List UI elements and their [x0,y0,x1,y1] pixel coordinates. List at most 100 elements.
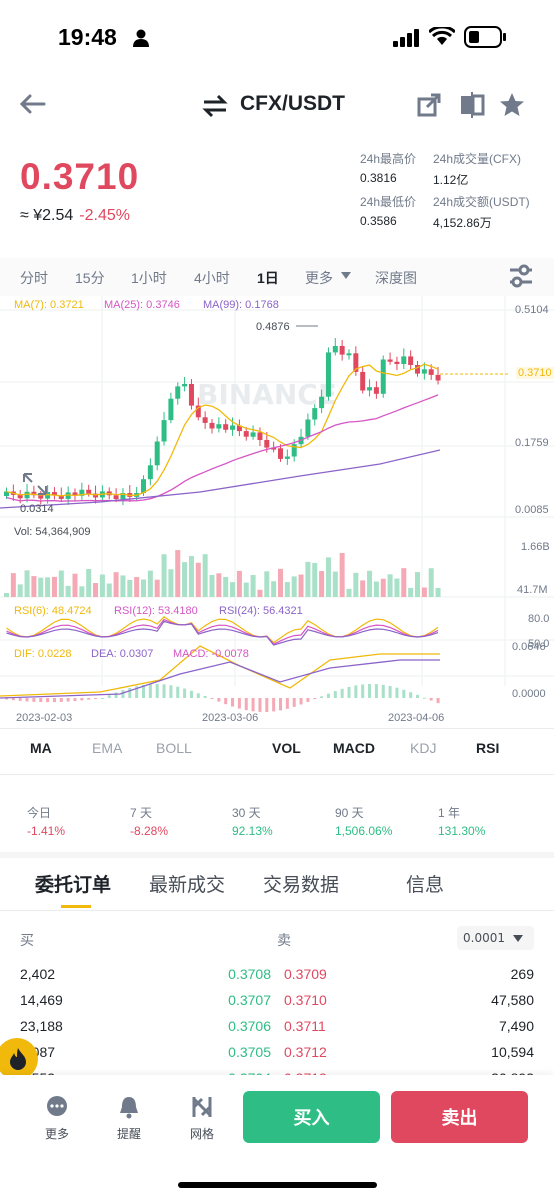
volume-bar [106,583,112,597]
tab-recent-trades[interactable]: 最新成交 [149,875,226,896]
dea-label: DEA: 0.0307 [91,648,154,660]
tab-timeframe-line[interactable]: 分时 [20,270,48,286]
stat-volume-value: 1.12亿 [433,173,469,187]
expand-icon[interactable] [23,473,47,495]
status-time: 19:48 [58,24,117,50]
candle [223,424,229,430]
low-marker-label: 0.0314 [20,503,54,515]
tab-indicator-vol[interactable]: VOL [272,740,301,756]
candle [360,371,366,391]
candle [79,489,85,496]
macd-histogram-bar [402,689,406,698]
alert-label: 提醒 [116,1127,141,1141]
fire-float-button[interactable] [0,1038,38,1080]
bid-quantity[interactable]: 2,402 [20,966,56,982]
ask-price[interactable]: 0.3711 [284,1018,326,1034]
ask-price[interactable]: 0.3712 [284,1044,327,1060]
candle [435,374,441,381]
tab-order-book[interactable]: 委托订单 [35,875,112,896]
nav-bar: CFX/USDT [0,80,554,132]
candle [182,384,188,387]
buy-button[interactable]: 买入 [243,1091,380,1143]
volume-bar [93,583,99,597]
chart-settings-icon[interactable] [508,264,534,288]
macd-histogram-bar [52,698,56,703]
active-tab-indicator [61,905,91,908]
ask-quantity[interactable]: 7,490 [498,1018,534,1034]
macd-histogram-bar [32,698,36,702]
macd-histogram-bar [176,686,180,698]
swap-icon[interactable] [202,94,228,118]
more-button[interactable]: 更多 [27,1095,87,1155]
candle [230,425,236,430]
macd-histogram-bar [162,684,166,698]
bid-quantity[interactable]: 14,469 [20,992,63,1008]
ask-quantity[interactable]: 269 [510,966,534,982]
share-icon[interactable] [417,93,441,117]
star-icon[interactable] [498,91,526,119]
bid-price[interactable]: 0.3708 [228,966,271,982]
volume-bar [435,587,441,597]
back-arrow-icon[interactable] [18,93,46,115]
volume-bar [415,572,420,597]
tab-timeframe-15m[interactable]: 15分 [75,270,105,286]
tab-timeframe-1d[interactable]: 1日 [257,270,279,286]
macd-histogram-bar [224,698,228,705]
tab-indicator-macd[interactable]: MACD [333,740,375,756]
bid-price[interactable]: 0.3707 [228,992,271,1008]
macd-histogram-bar [361,684,365,698]
macd-histogram-bar [244,698,248,711]
candle [45,492,51,499]
tab-trading-data[interactable]: 交易数据 [263,875,340,896]
chart-watermark: BINANCE [197,378,337,411]
performance-period-label: 90 天 [335,806,364,820]
candle [428,369,434,375]
macd-histogram-bar [265,698,269,712]
bid-quantity[interactable]: 23,188 [20,1018,63,1034]
ask-quantity[interactable]: 10,594 [491,1044,534,1060]
volume-bar [195,562,201,597]
dif-label: DIF: 0.0228 [14,648,72,660]
tab-indicator-ma[interactable]: MA [30,740,52,756]
ma99-line [0,449,441,509]
alert-button[interactable]: 提醒 [99,1095,159,1155]
tab-indicator-kdj[interactable]: KDJ [410,740,437,756]
bid-price[interactable]: 0.3706 [228,1018,271,1034]
ask-quantity[interactable]: 47,580 [491,992,534,1008]
candlestick-chart[interactable]: BINANCE 0.4876 0.0314 [0,296,554,726]
macd-histogram-bar [381,684,385,698]
grid-button[interactable]: 网格 [172,1095,232,1155]
precision-value: 0.0001 [463,931,505,945]
battery-icon [464,26,506,48]
rsi6-label: RSI(6): 48.4724 [14,605,92,617]
candle [305,419,311,437]
tab-timeframe-1h[interactable]: 1小时 [131,270,167,286]
tab-indicator-ema[interactable]: EMA [92,740,123,756]
volume-bar [319,571,325,597]
bid-price[interactable]: 0.3705 [228,1044,271,1060]
ask-price[interactable]: 0.3709 [284,966,327,982]
compare-icon[interactable] [459,92,485,118]
performance-period-value: -1.41% [27,824,66,838]
timeframe-bar [0,258,554,296]
volume-bar [223,576,229,597]
precision-dropdown[interactable]: 0.0001 [457,926,534,950]
sell-button[interactable]: 卖出 [391,1091,528,1143]
macd-histogram-bar [306,698,310,702]
ask-price[interactable]: 0.3710 [284,992,327,1008]
pair-title[interactable]: CFX/USDT [240,92,345,115]
tab-indicator-rsi[interactable]: RSI [476,740,500,756]
candle [4,491,9,496]
ma99-label: MA(99): 0.1768 [203,299,279,311]
volume-bar [209,574,215,597]
tab-depth-chart[interactable]: 深度图 [375,270,417,286]
date-label-3: 2023-04-06 [388,712,445,724]
candle [168,398,174,421]
macd-histogram-bar [80,698,84,701]
macd-histogram-bar [73,698,77,702]
macd-histogram-bar [251,698,255,712]
tab-indicator-boll[interactable]: BOLL [156,740,192,756]
tab-info[interactable]: 信息 [406,875,445,896]
tab-timeframe-4h[interactable]: 4小时 [194,270,230,286]
tab-timeframe-more[interactable]: 更多 [305,270,333,286]
